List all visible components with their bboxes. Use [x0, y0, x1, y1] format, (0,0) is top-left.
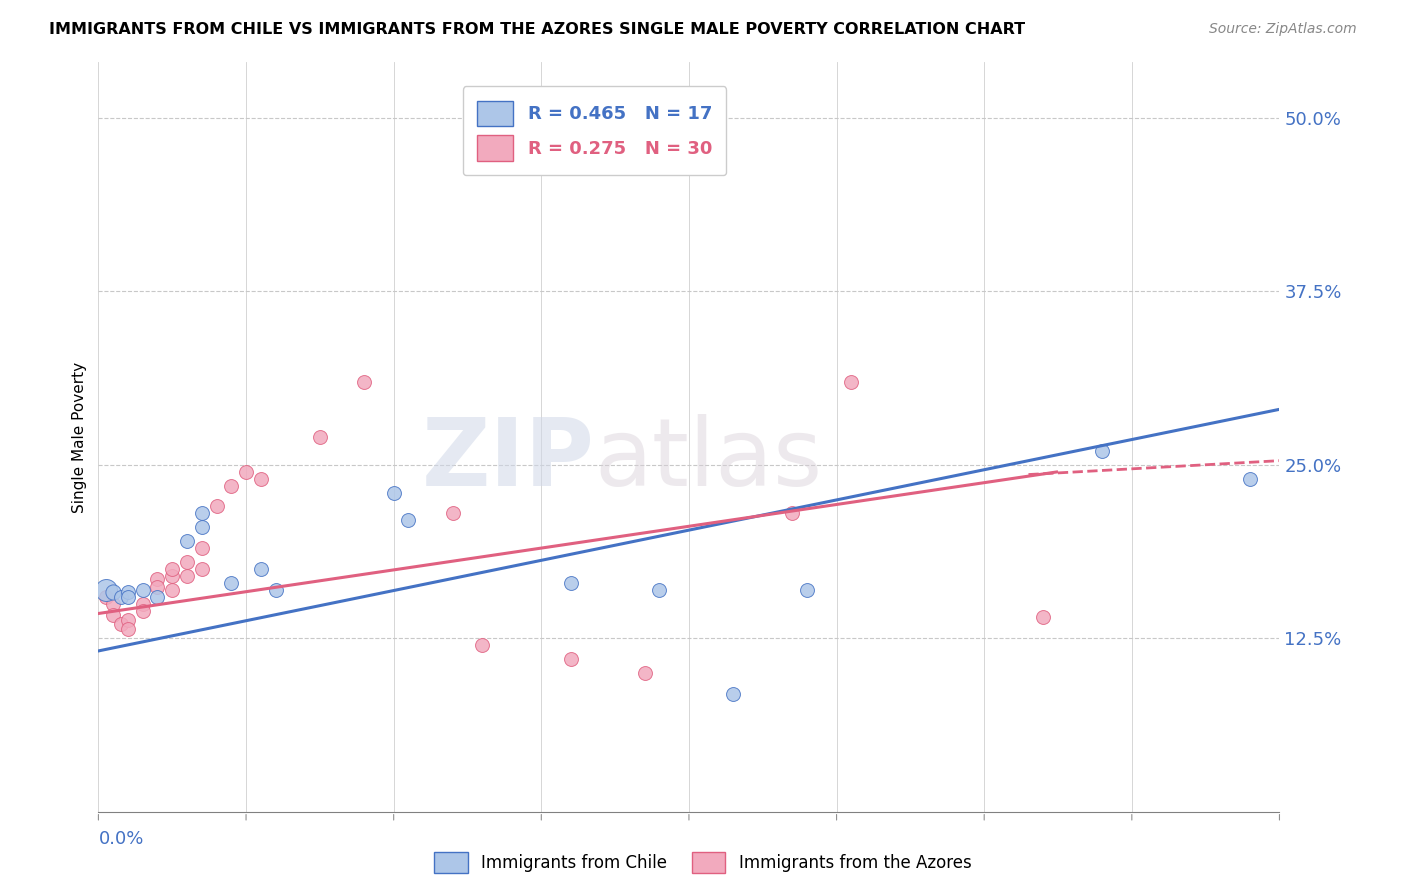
Point — [103, 597, 125, 611]
Point — [191, 520, 214, 534]
Point — [162, 582, 183, 597]
Point — [176, 555, 198, 569]
Point — [782, 507, 804, 521]
Point — [146, 580, 169, 594]
Point — [191, 507, 214, 521]
Point — [103, 607, 125, 622]
Point — [235, 465, 257, 479]
Point — [723, 687, 745, 701]
Point — [117, 585, 139, 599]
Point — [471, 638, 494, 652]
Point — [132, 597, 155, 611]
Text: 0.0%: 0.0% — [98, 830, 143, 848]
Point — [560, 652, 582, 666]
Point — [250, 472, 273, 486]
Point — [221, 478, 243, 492]
Point — [117, 622, 139, 636]
Point — [103, 585, 125, 599]
Point — [796, 582, 818, 597]
Legend: R = 0.465   N = 17, R = 0.275   N = 30: R = 0.465 N = 17, R = 0.275 N = 30 — [463, 87, 727, 176]
Text: IMMIGRANTS FROM CHILE VS IMMIGRANTS FROM THE AZORES SINGLE MALE POVERTY CORRELAT: IMMIGRANTS FROM CHILE VS IMMIGRANTS FROM… — [49, 22, 1025, 37]
Point — [162, 569, 183, 583]
Point — [117, 613, 139, 627]
Point — [176, 534, 198, 549]
Point — [309, 430, 332, 444]
Point — [205, 500, 228, 514]
Point — [117, 590, 139, 604]
Point — [560, 575, 582, 590]
Point — [264, 582, 287, 597]
Point — [162, 562, 183, 576]
Text: atlas: atlas — [595, 414, 823, 506]
Point — [250, 562, 273, 576]
Point — [191, 562, 214, 576]
Point — [441, 507, 464, 521]
Point — [132, 603, 155, 617]
Point — [1239, 472, 1261, 486]
Point — [146, 572, 169, 586]
Point — [191, 541, 214, 555]
Point — [1032, 610, 1054, 624]
Point — [398, 513, 420, 527]
Point — [110, 617, 132, 632]
Text: ZIP: ZIP — [422, 414, 595, 506]
Text: Source: ZipAtlas.com: Source: ZipAtlas.com — [1209, 22, 1357, 37]
Point — [110, 590, 132, 604]
Point — [94, 582, 117, 597]
Point — [648, 582, 671, 597]
Point — [382, 485, 405, 500]
Point — [176, 569, 198, 583]
Y-axis label: Single Male Poverty: Single Male Poverty — [72, 361, 87, 513]
Point — [221, 575, 243, 590]
Point — [94, 590, 117, 604]
Point — [634, 665, 657, 680]
Point — [353, 375, 375, 389]
Point — [841, 375, 863, 389]
Point — [1091, 444, 1114, 458]
Point — [132, 582, 155, 597]
Point — [146, 590, 169, 604]
Legend: Immigrants from Chile, Immigrants from the Azores: Immigrants from Chile, Immigrants from t… — [427, 846, 979, 880]
